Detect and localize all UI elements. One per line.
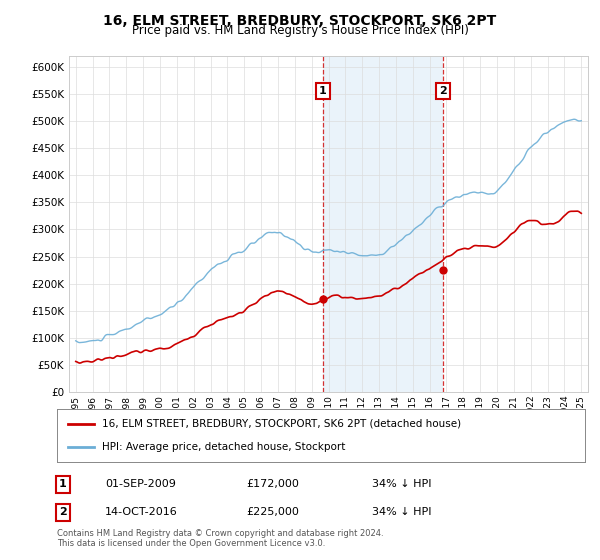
Text: £225,000: £225,000 <box>246 507 299 517</box>
Text: 2: 2 <box>59 507 67 517</box>
Text: 34% ↓ HPI: 34% ↓ HPI <box>372 479 431 489</box>
Text: 14-OCT-2016: 14-OCT-2016 <box>105 507 178 517</box>
Text: 34% ↓ HPI: 34% ↓ HPI <box>372 507 431 517</box>
Text: 01-SEP-2009: 01-SEP-2009 <box>105 479 176 489</box>
Text: 1: 1 <box>319 86 327 96</box>
Text: 2: 2 <box>439 86 447 96</box>
Text: Price paid vs. HM Land Registry's House Price Index (HPI): Price paid vs. HM Land Registry's House … <box>131 24 469 37</box>
Text: 16, ELM STREET, BREDBURY, STOCKPORT, SK6 2PT: 16, ELM STREET, BREDBURY, STOCKPORT, SK6… <box>103 14 497 28</box>
Text: 16, ELM STREET, BREDBURY, STOCKPORT, SK6 2PT (detached house): 16, ELM STREET, BREDBURY, STOCKPORT, SK6… <box>102 419 461 429</box>
Text: Contains HM Land Registry data © Crown copyright and database right 2024.
This d: Contains HM Land Registry data © Crown c… <box>57 529 383 548</box>
Text: 1: 1 <box>59 479 67 489</box>
Text: £172,000: £172,000 <box>246 479 299 489</box>
Text: HPI: Average price, detached house, Stockport: HPI: Average price, detached house, Stoc… <box>102 442 345 452</box>
Bar <box>323 56 443 392</box>
